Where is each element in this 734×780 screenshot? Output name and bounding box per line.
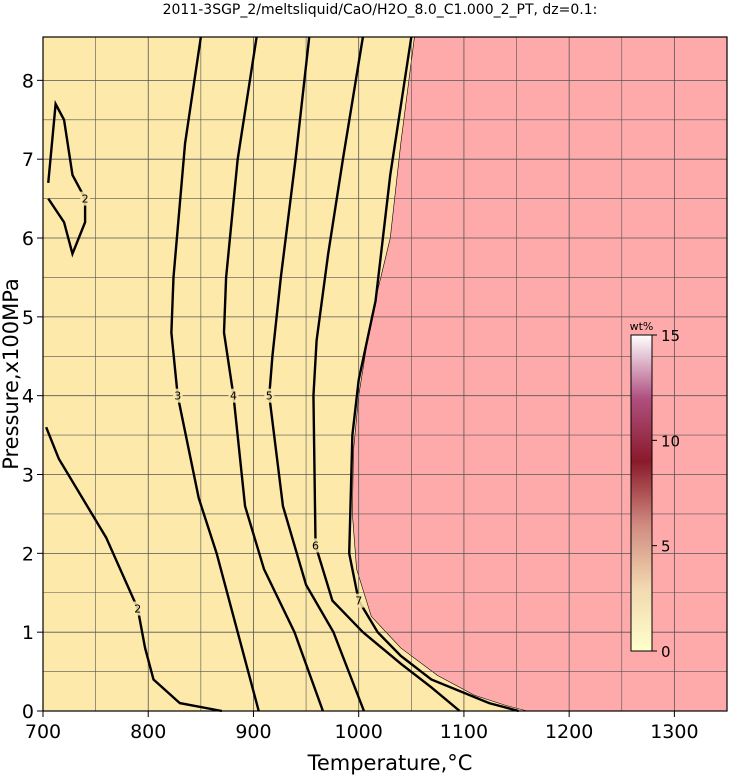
y-tick-label: 2 bbox=[22, 543, 34, 565]
contour-line bbox=[348, 36, 519, 713]
y-tick-label: 0 bbox=[22, 701, 34, 723]
contour-label: 6 bbox=[312, 539, 319, 552]
colorbar-tick-label: 5 bbox=[661, 538, 671, 556]
x-axis-label: Temperature,°C bbox=[307, 751, 473, 775]
chart-title: 2011-3SGP_2/meltsliquid/CaO/H2O_8.0_C1.0… bbox=[163, 2, 598, 18]
contour-label: 2 bbox=[134, 603, 141, 616]
contour-label-bg bbox=[310, 538, 321, 553]
x-tick-label: 800 bbox=[130, 721, 166, 743]
colorbar-tick-label: 10 bbox=[661, 432, 680, 450]
colorbar-label: wt% bbox=[630, 320, 654, 333]
y-tick-label: 1 bbox=[22, 622, 34, 644]
contour-label-bg bbox=[172, 388, 183, 403]
x-tick-label: 1000 bbox=[335, 721, 383, 743]
y-axis-label: Pressure,x100MPa bbox=[0, 278, 23, 470]
y-tick-label: 6 bbox=[22, 228, 34, 250]
melt-region bbox=[352, 36, 728, 712]
contour-label-bg bbox=[264, 388, 275, 403]
contour-label: 2 bbox=[82, 193, 89, 206]
x-tick-label: 1200 bbox=[545, 721, 593, 743]
x-tick-label: 700 bbox=[25, 721, 61, 743]
contour-label-bg bbox=[80, 191, 91, 206]
x-tick-label: 1300 bbox=[650, 721, 698, 743]
plot-frame bbox=[42, 36, 728, 712]
y-tick-label: 7 bbox=[22, 149, 34, 171]
colorbar-tick-label: 0 bbox=[661, 643, 671, 661]
x-tick-label: 1100 bbox=[440, 721, 488, 743]
contour-label-bg bbox=[228, 388, 239, 403]
y-tick-label: 5 bbox=[22, 307, 34, 329]
contour-label: 7 bbox=[355, 595, 362, 608]
y-tick-label: 8 bbox=[22, 70, 34, 92]
colorbar-tick-label: 15 bbox=[661, 327, 680, 345]
x-tick-label: 900 bbox=[235, 721, 271, 743]
contour-label: 4 bbox=[230, 390, 237, 403]
contour-label-bg bbox=[132, 601, 143, 616]
contour-label-bg bbox=[353, 593, 364, 608]
colorbar bbox=[630, 334, 653, 652]
contour-label: 3 bbox=[174, 390, 181, 403]
y-tick-label: 3 bbox=[22, 465, 34, 487]
y-tick-label: 4 bbox=[22, 386, 34, 408]
contour-label: 5 bbox=[266, 390, 273, 403]
